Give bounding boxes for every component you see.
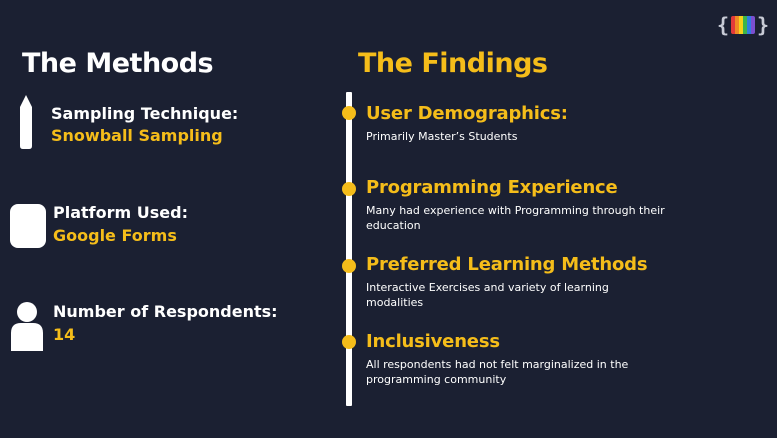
logo-rainbow-bars <box>731 16 756 34</box>
timeline-dot <box>342 106 356 120</box>
platform-label: Platform Used: <box>53 203 188 222</box>
logo: { } <box>717 15 769 35</box>
platform-value: Google Forms <box>53 226 177 245</box>
sampling-value: Snowball Sampling <box>51 126 223 145</box>
finding-desc: Interactive Exercises and variety of lea… <box>366 281 609 309</box>
finding-desc: Many had experience with Programming thr… <box>366 204 665 232</box>
person-icon <box>11 302 43 351</box>
timeline-dot <box>342 182 356 196</box>
logo-bar <box>739 16 744 34</box>
timeline-line <box>346 92 352 406</box>
sampling-label: Sampling Technique: <box>51 104 239 123</box>
findings-heading: The Findings <box>358 48 548 79</box>
respondents-value: 14 <box>53 325 76 344</box>
logo-bar <box>731 16 736 34</box>
finding-title: Inclusiveness <box>366 331 500 352</box>
finding-title: User Demographics: <box>366 103 568 124</box>
finding-title: Preferred Learning Methods <box>366 254 648 275</box>
logo-bar <box>743 16 748 34</box>
timeline-dot <box>342 335 356 349</box>
logo-right-brace: } <box>757 13 770 37</box>
pencil-icon <box>20 95 32 149</box>
logo-bar <box>735 16 740 34</box>
methods-heading: The Methods <box>22 48 214 79</box>
timeline-dot <box>342 259 356 273</box>
finding-title: Programming Experience <box>366 177 618 198</box>
logo-bar <box>751 16 756 34</box>
finding-desc: Primarily Master’s Students <box>366 130 518 143</box>
logo-bar <box>747 16 752 34</box>
form-icon <box>10 204 46 248</box>
logo-left-brace: { <box>717 13 730 37</box>
respondents-label: Number of Respondents: <box>53 302 278 321</box>
finding-desc: All respondents had not felt marginalize… <box>366 358 629 386</box>
